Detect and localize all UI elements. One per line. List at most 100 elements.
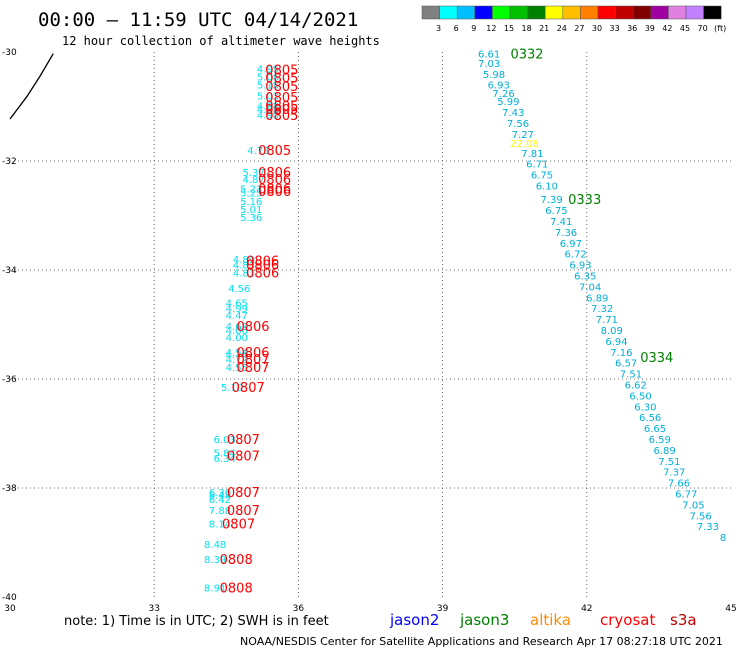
cycle-label-cryosat: 0806 xyxy=(236,346,269,361)
cycle-label-cryosat: 0806 xyxy=(246,267,279,282)
swh-value-cryosat: 6.34 xyxy=(214,454,236,465)
cycle-label-jason3: 0334 xyxy=(640,351,673,366)
colorbar-swatch xyxy=(562,5,581,20)
swh-value-jason3: 6.72 xyxy=(565,250,587,261)
swh-value-cryosat: 7.88 xyxy=(209,506,231,517)
swh-value-jason3: 8.09 xyxy=(601,326,623,337)
x-tick-label: 45 xyxy=(725,604,736,614)
cycle-label-cryosat: 0807 xyxy=(227,486,260,501)
swh-value-cryosat: 4.99 xyxy=(257,64,279,75)
colorbar-label: 33 xyxy=(610,24,620,33)
x-tick-label: 39 xyxy=(437,604,449,614)
swh-value-jason3: 7.39 xyxy=(541,195,563,206)
data-labels: 4.995.065.185.034.884.984.904.735.374.87… xyxy=(204,48,726,597)
colorbar-swatch xyxy=(456,5,476,20)
swh-value-jason3: 22.08 xyxy=(510,139,539,150)
swh-value-cryosat: 5.23 xyxy=(240,184,262,195)
swh-value-cryosat: 4.87 xyxy=(242,175,264,186)
swh-value-cryosat: 4.47 xyxy=(226,311,248,322)
swh-value-jason3: 7.81 xyxy=(521,149,543,160)
cycle-label-cryosat: 0807 xyxy=(232,381,265,396)
swh-value-cryosat: 5.18 xyxy=(257,81,279,92)
swh-value-cryosat: 5.06 xyxy=(257,73,279,84)
cycle-label-cryosat: 0805 xyxy=(265,103,298,118)
colorbar-label: 6 xyxy=(454,24,459,33)
swh-value-cryosat: 4.99 xyxy=(226,304,248,315)
swh-value-jason3: 7.71 xyxy=(596,315,618,326)
y-tick-labels: -30 -32 -34 -36 -38 -40 xyxy=(2,48,17,603)
swh-value-cryosat: 6.42 xyxy=(209,495,231,506)
swh-value-cryosat: 4.89 xyxy=(233,255,255,266)
swh-value-cryosat: 4.55 xyxy=(226,363,248,374)
swh-value-jason3: 6.35 xyxy=(574,271,596,282)
swh-value-cryosat: 8.91 xyxy=(204,584,226,595)
x-tick-label: 30 xyxy=(4,604,16,614)
swh-value-jason3: 6.77 xyxy=(675,489,697,500)
swh-value-cryosat: 4.63 xyxy=(226,322,248,333)
cycle-label-jason3: 0332 xyxy=(510,48,543,63)
swh-value-jason3: 7.04 xyxy=(579,282,601,293)
swh-value-cryosat: 4.90 xyxy=(257,111,279,122)
colorbar-label: 9 xyxy=(471,24,476,33)
colorbar-label: 15 xyxy=(504,24,514,33)
swh-value-cryosat: 4.88 xyxy=(257,101,279,112)
cycle-label-cryosat: 0806 xyxy=(236,320,269,335)
cycle-label-cryosat: 0808 xyxy=(220,582,253,597)
swh-value-jason3: 6.89 xyxy=(653,446,675,457)
swh-value-jason3: 6.30 xyxy=(634,402,656,413)
swh-value-jason3: 7.66 xyxy=(668,479,690,490)
cycle-label-cryosat: 0807 xyxy=(236,353,269,368)
swh-value-jason3: 6.56 xyxy=(639,413,661,424)
swh-value-cryosat: 8.14 xyxy=(209,519,231,530)
colorbar-label: 3 xyxy=(436,24,441,33)
swh-value-cryosat: 8.48 xyxy=(204,540,226,551)
colorbar-legend: 3 6 9 12 15 18 21 24 27 30 33 36 39 42 45 70 (ft) xyxy=(421,5,726,33)
swh-value-cryosat: 5.01 xyxy=(240,205,262,216)
swh-value-jason3: 7.43 xyxy=(502,108,524,119)
colorbar-label: 42 xyxy=(662,24,672,33)
colorbar-swatch xyxy=(668,5,687,20)
swh-value-cryosat: 8.39 xyxy=(204,555,226,566)
colorbar-label: 30 xyxy=(592,24,602,33)
swh-value-jason3: 7.03 xyxy=(478,59,500,70)
colorbar-swatch xyxy=(650,5,669,20)
swh-value-cryosat: 4.81 xyxy=(233,269,255,280)
x-tick-label: 33 xyxy=(148,604,159,614)
legend-jason2: jason2 xyxy=(389,611,439,629)
colorbar-label: 27 xyxy=(574,24,584,33)
swh-value-jason3: 7.56 xyxy=(507,119,529,130)
cycle-label-cryosat: 0805 xyxy=(265,72,298,87)
colorbar-swatch xyxy=(527,5,546,20)
colorbar-label: 36 xyxy=(627,24,637,33)
swh-value-cryosat: 4.00 xyxy=(226,333,248,344)
swh-value-cryosat: 5.25 xyxy=(240,189,262,200)
swh-value-jason3: 6.50 xyxy=(629,391,651,402)
swh-value-jason3: 7.51 xyxy=(620,370,642,381)
swh-value-jason3: 8 xyxy=(720,533,726,544)
swh-value-jason3: 7.51 xyxy=(658,457,680,468)
cycle-label-cryosat: 0806 xyxy=(246,255,279,270)
colorbar-label: 18 xyxy=(522,24,532,33)
swh-value-cryosat: 4.65 xyxy=(226,299,248,310)
cycle-label-cryosat: 0806 xyxy=(258,185,291,200)
cycle-label-cryosat: 0805 xyxy=(265,63,298,78)
colorbar-label: 39 xyxy=(645,24,655,33)
colorbar-swatch xyxy=(685,5,704,20)
y-tick-label: -30 xyxy=(2,48,17,58)
swh-value-jason3: 6.75 xyxy=(545,206,567,217)
swh-value-jason3: 7.05 xyxy=(682,500,704,511)
colorbar-label: 24 xyxy=(557,24,567,33)
footer-credit: NOAA/NESDIS Center for Satellite Applica… xyxy=(240,635,723,648)
y-tick-label: -36 xyxy=(2,375,17,385)
swh-value-jason3: 7.27 xyxy=(512,130,534,141)
swh-value-jason3: 6.97 xyxy=(560,239,582,250)
swh-value-cryosat: 5.37 xyxy=(242,168,264,179)
chart-title: 00:00 – 11:59 UTC 04/14/2021 xyxy=(38,9,358,31)
colorbar-swatch xyxy=(474,5,493,20)
cycle-label-cryosat: 0806 xyxy=(258,166,291,181)
swh-value-cryosat: 4.74 xyxy=(226,350,248,361)
swh-value-jason3: 7.32 xyxy=(591,304,613,315)
swh-value-cryosat: 5.36 xyxy=(240,213,262,224)
cycle-label-cryosat: 0805 xyxy=(265,99,298,114)
legend-jason3: jason3 xyxy=(459,611,509,629)
